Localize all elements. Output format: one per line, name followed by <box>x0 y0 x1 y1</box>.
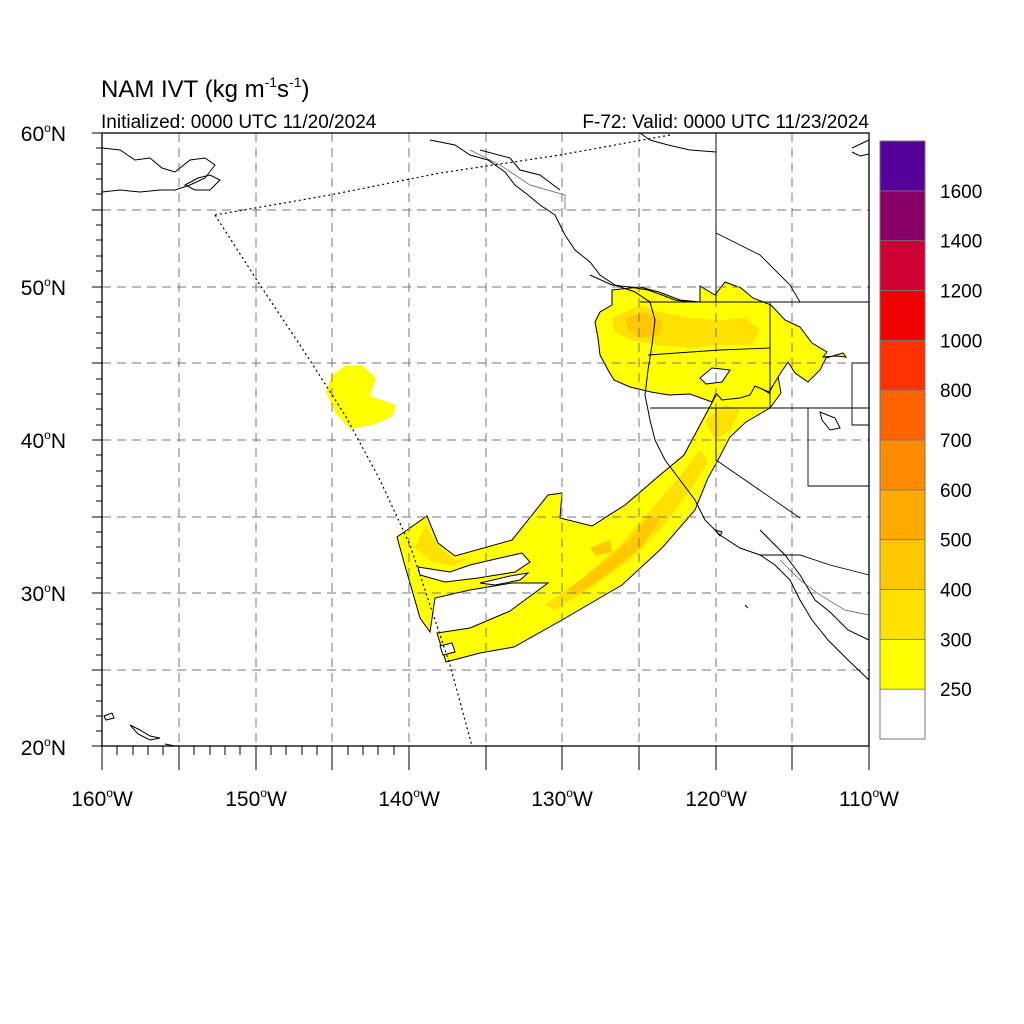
longitude-labels: 160oW 150oW 140oW 130oW 120oW 110oW <box>71 786 899 811</box>
colorbar-label: 1000 <box>940 331 982 352</box>
lat-label-30n: 30oN <box>21 581 66 606</box>
colorbar-swatch <box>879 389 926 441</box>
lat-label-50n: 50oN <box>21 275 66 300</box>
colorbar-label: 400 <box>940 581 972 602</box>
colorbar-swatch <box>879 240 926 291</box>
colorbar-swatch <box>879 140 926 192</box>
colorbar-swatch <box>879 439 926 491</box>
lon-label-140w: 140oW <box>378 786 440 811</box>
colorbar-label: 250 <box>940 680 972 701</box>
lat-label-60n: 60oN <box>21 121 66 146</box>
political-boundaries <box>640 133 870 576</box>
lat-lon-grid <box>102 133 869 746</box>
colorbar-label: 1200 <box>940 282 982 303</box>
colorbar-label: 300 <box>940 630 972 651</box>
lat-label-20n: 20oN <box>21 735 66 760</box>
valid-time: F-72: Valid: 0000 UTC 11/23/2024 <box>582 112 869 133</box>
chart-title: NAM IVT (kg m-1s-1) <box>101 74 309 103</box>
map-area <box>92 132 870 770</box>
colorbar-label: 500 <box>940 531 972 552</box>
colorbar-label: 800 <box>940 381 972 402</box>
colorbar-swatch <box>879 688 926 740</box>
colorbar-label: 700 <box>940 431 972 452</box>
colorbar-swatch <box>879 190 926 242</box>
colorbar-legend: 250 300 400 500 600 700 800 1000 1200 1400 1600 <box>879 140 982 740</box>
latitude-labels: 60oN 50oN 40oN 30oN 20oN <box>21 121 66 760</box>
colorbar-frame <box>879 140 926 740</box>
state-province-lines <box>469 149 870 616</box>
coastlines <box>101 132 870 747</box>
colorbar-swatch <box>879 638 926 690</box>
lon-label-160w: 160oW <box>71 786 133 811</box>
lon-label-150w: 150oW <box>225 786 287 811</box>
colorbar-label: 1400 <box>940 232 982 253</box>
lon-label-130w: 130oW <box>531 786 593 811</box>
ivt-holes <box>417 367 731 656</box>
lon-label-120w: 120oW <box>685 786 747 811</box>
ivt-shading-400-500 <box>568 312 662 594</box>
colorbar-swatch <box>879 339 926 391</box>
axis-ticks <box>92 132 870 770</box>
colorbar-label: 600 <box>940 481 972 502</box>
colorbar-label: 1600 <box>940 182 982 203</box>
colorbar-swatch <box>879 489 926 541</box>
initialized-time: Initialized: 0000 UTC 11/20/2024 <box>101 112 377 133</box>
lon-label-110w: 110oW <box>839 786 899 811</box>
colorbar-swatch <box>879 290 926 341</box>
lat-label-40n: 40oN <box>21 428 66 453</box>
colorbar-swatch <box>879 539 926 590</box>
colorbar-swatch <box>879 589 926 640</box>
